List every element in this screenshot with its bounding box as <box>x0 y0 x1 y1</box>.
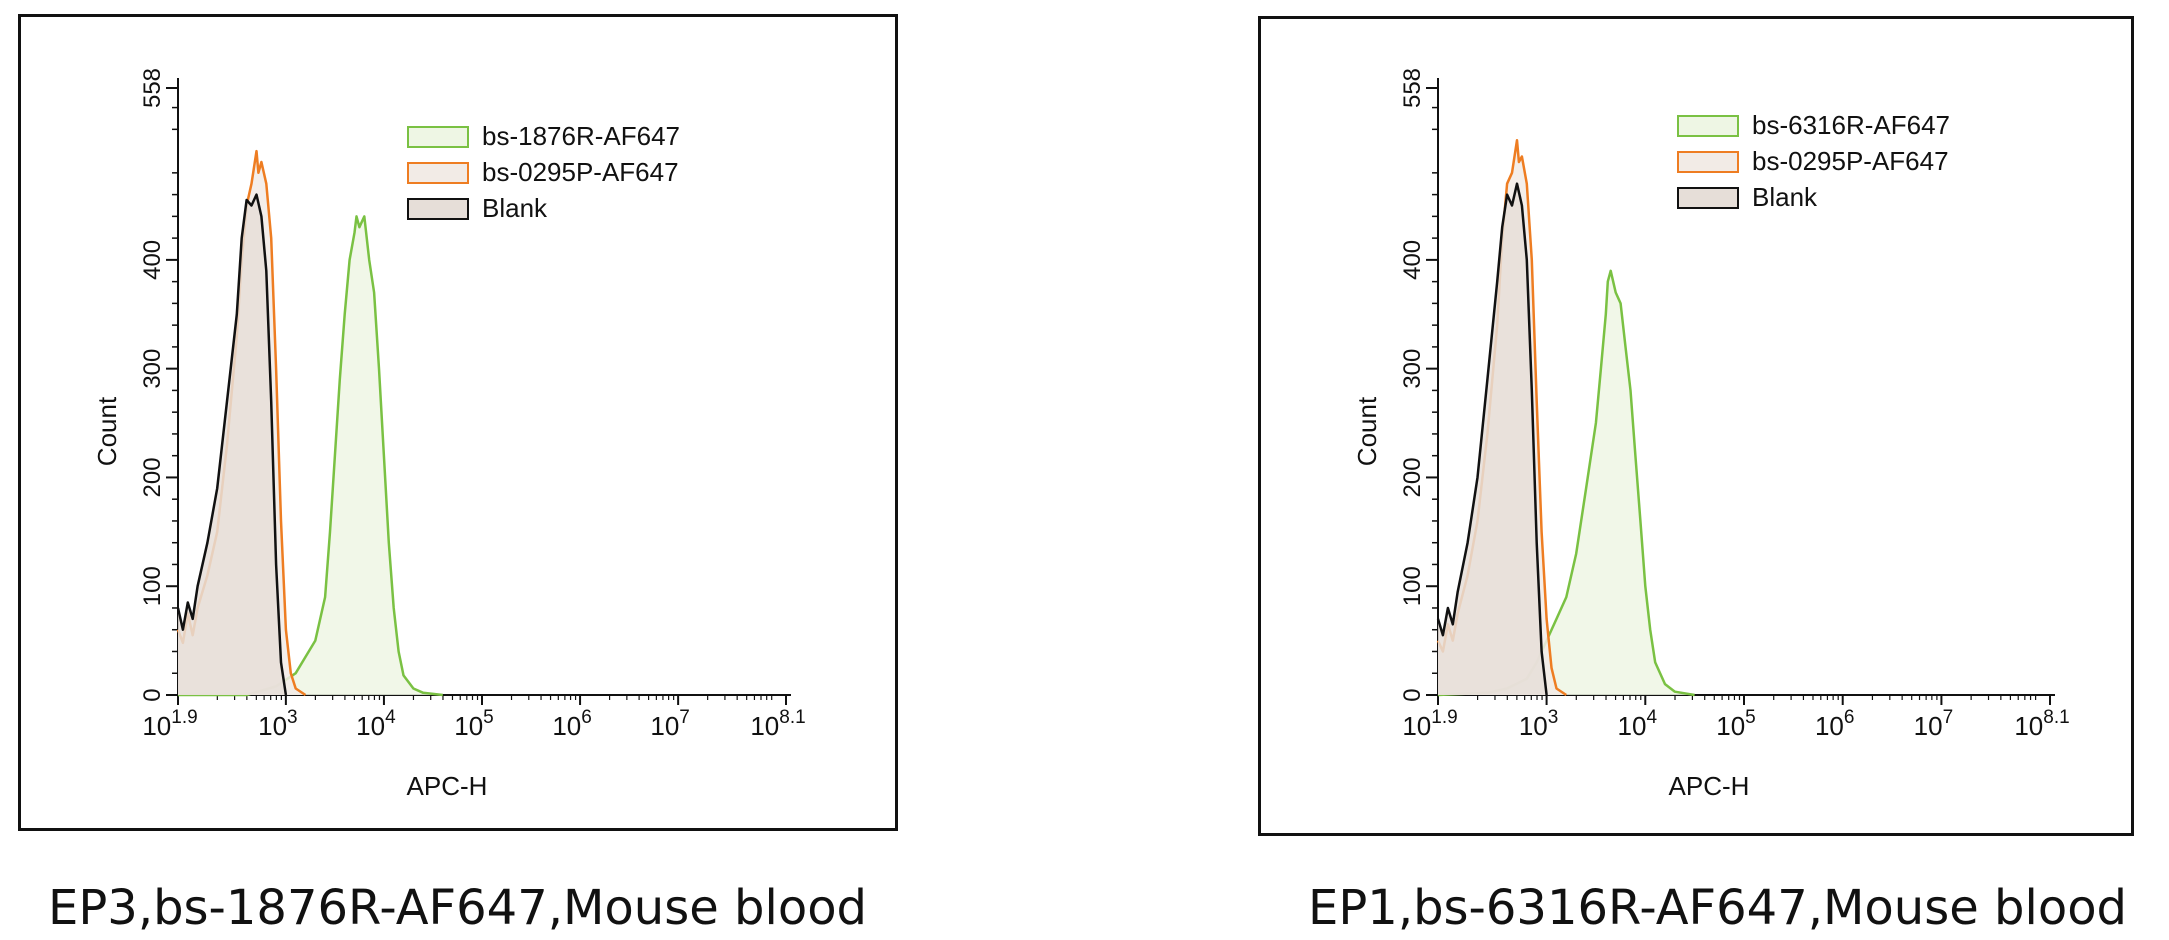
legend-label: bs-1876R-AF647 <box>482 121 680 151</box>
histogram-chart-right: 0 100 200 300 400 558 101.9 103 104 105 106 107 108.… <box>1352 68 2070 801</box>
legend-label: Blank <box>1752 182 1818 212</box>
histogram-chart-left: 0 100 200 300 400 558 101.9 103 104 105 106 107 108.… <box>92 68 806 801</box>
x-tick-label: 104 <box>1618 707 1658 741</box>
histogram-area <box>1438 183 1547 695</box>
y-tick-label: 200 <box>1399 457 1426 497</box>
y-tick-label: 0 <box>139 688 166 701</box>
y-tick-label: 558 <box>1399 68 1426 108</box>
y-tick-label: 558 <box>139 68 166 108</box>
x-axis-label: APC-H <box>1669 771 1750 801</box>
chart-caption: EP3,bs-1876R-AF647,Mouse blood <box>48 880 868 936</box>
x-tick-label: 108.1 <box>750 707 805 741</box>
histogram-line <box>176 193 288 696</box>
x-tick-label: 107 <box>650 707 690 741</box>
legend-label: bs-0295P-AF647 <box>482 157 679 187</box>
y-tick-label: 100 <box>1399 566 1426 606</box>
legend-swatch <box>407 162 469 184</box>
legend-swatch <box>1677 151 1739 173</box>
y-tick-label: 300 <box>1399 349 1426 389</box>
histogram-area <box>1438 270 1695 695</box>
x-axis-label: APC-H <box>407 771 488 801</box>
y-tick-label: 0 <box>1399 688 1426 701</box>
histogram-line <box>178 215 443 697</box>
x-tick-label: 104 <box>356 707 396 741</box>
x-tick-label: 108.1 <box>2014 707 2069 741</box>
legend-swatch <box>1677 115 1739 137</box>
x-tick-label: 107 <box>1914 707 1954 741</box>
x-tick-label: 106 <box>1815 707 1855 741</box>
legend-swatch <box>407 126 469 148</box>
x-tick-label: 101.9 <box>142 707 197 741</box>
legend-label: bs-6316R-AF647 <box>1752 110 1950 140</box>
x-tick-label: 105 <box>454 707 494 741</box>
histogram-line <box>1436 182 1548 696</box>
legend-label: Blank <box>482 193 548 223</box>
chart-caption: EP1,bs-6316R-AF647,Mouse blood <box>1308 880 2128 936</box>
histogram-area <box>178 194 286 695</box>
chart-panel-right: 0 100 200 300 400 558 101.9 103 104 105 106 107 108.… <box>1250 0 2169 940</box>
x-tick-label: 105 <box>1716 707 1756 741</box>
x-tick-label: 103 <box>1519 707 1559 741</box>
legend-swatch <box>407 198 469 220</box>
y-tick-label: 300 <box>139 349 166 389</box>
y-tick-label: 400 <box>139 240 166 280</box>
x-tick-label: 103 <box>258 707 298 741</box>
chart-panel-left: 0 100 200 300 400 558 101.9 103 104 105 106 107 108.… <box>0 0 1000 940</box>
legend-label: bs-0295P-AF647 <box>1752 146 1949 176</box>
y-tick-label: 400 <box>1399 240 1426 280</box>
legend-swatch <box>1677 187 1739 209</box>
y-tick-label: 100 <box>139 566 166 606</box>
y-axis-label: Count <box>92 396 122 466</box>
y-tick-label: 200 <box>139 457 166 497</box>
y-axis-label: Count <box>1352 396 1382 466</box>
x-tick-label: 101.9 <box>1402 707 1457 741</box>
x-tick-label: 106 <box>552 707 592 741</box>
